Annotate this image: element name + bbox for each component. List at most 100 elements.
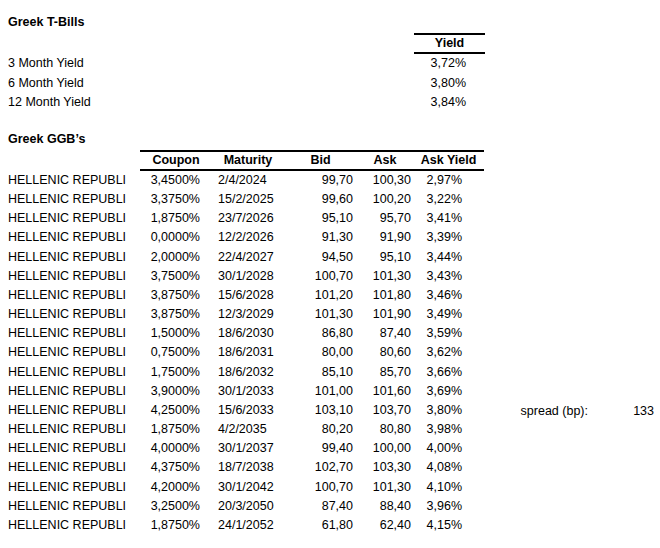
ggb-table: Coupon Maturity Bid Ask Ask Yield HELLEN… <box>0 150 484 535</box>
table-row: HELLENIC REPUBLI 4,2500% 15/6/2033 103,1… <box>0 401 484 420</box>
table-row: HELLENIC REPUBLI 4,2000% 30/1/2042 100,7… <box>0 478 484 497</box>
cell-bid: 80,20 <box>284 420 357 439</box>
ggb-table-header: Coupon Maturity Bid Ask Ask Yield <box>0 150 484 171</box>
cell-bid: 61,80 <box>284 516 357 535</box>
cell-coupon: 4,3750% <box>140 458 212 477</box>
spread-label: spread (bp): <box>470 402 588 421</box>
cell-ask: 101,60 <box>357 382 413 401</box>
cell-coupon: 3,7500% <box>140 267 212 286</box>
yield-column-header: Yield <box>414 33 485 54</box>
cell-issuer: HELLENIC REPUBLI <box>0 286 140 305</box>
table-row: HELLENIC REPUBLI 1,5000% 18/6/2030 86,80… <box>0 324 484 343</box>
cell-issuer: HELLENIC REPUBLI <box>0 171 140 190</box>
cell-maturity: 15/6/2028 <box>212 286 284 305</box>
cell-maturity: 4/2/2035 <box>212 420 284 439</box>
table-row: HELLENIC REPUBLI 1,8750% 24/1/2052 61,80… <box>0 516 484 535</box>
cell-ask-yield: 4,10% <box>413 478 484 497</box>
cell-bid: 86,80 <box>284 324 357 343</box>
cell-coupon: 1,7500% <box>140 363 212 382</box>
table-row: HELLENIC REPUBLI 3,8750% 12/3/2029 101,3… <box>0 305 484 324</box>
cell-coupon: 3,4500% <box>140 171 212 190</box>
tbill-row: 12 Month Yield 3,84% <box>0 93 485 113</box>
cell-coupon: 3,8750% <box>140 286 212 305</box>
tbill-row: 3 Month Yield 3,72% <box>0 54 485 74</box>
cell-ask-yield: 3,49% <box>413 305 484 324</box>
ggb-column-headers: Coupon Maturity Bid Ask Ask Yield <box>140 150 484 171</box>
cell-ask-yield: 3,96% <box>413 497 484 516</box>
cell-ask: 80,60 <box>357 343 413 362</box>
tbill-label: 6 Month Yield <box>0 74 414 94</box>
cell-ask: 101,90 <box>357 305 413 324</box>
table-row: HELLENIC REPUBLI 4,0000% 30/1/2037 99,40… <box>0 439 484 458</box>
cell-maturity: 30/1/2033 <box>212 382 284 401</box>
cell-ask: 62,40 <box>357 516 413 535</box>
cell-bid: 102,70 <box>284 458 357 477</box>
cell-ask: 101,30 <box>357 267 413 286</box>
cell-issuer: HELLENIC REPUBLI <box>0 420 140 439</box>
table-row: HELLENIC REPUBLI 0,7500% 18/6/2031 80,00… <box>0 343 484 362</box>
cell-ask: 88,40 <box>357 497 413 516</box>
spreadsheet-view: Greek T-Bills Yield 3 Month Yield 3,72% … <box>0 0 660 548</box>
cell-issuer: HELLENIC REPUBLI <box>0 497 140 516</box>
cell-ask-yield: 3,59% <box>413 324 484 343</box>
cell-ask: 103,30 <box>357 458 413 477</box>
cell-ask-yield: 3,22% <box>413 190 484 209</box>
column-header-ask-yield: Ask Yield <box>413 152 484 169</box>
tbills-rows: 3 Month Yield 3,72% 6 Month Yield 3,80% … <box>0 54 485 113</box>
table-row: HELLENIC REPUBLI 3,9000% 30/1/2033 101,0… <box>0 382 484 401</box>
cell-issuer: HELLENIC REPUBLI <box>0 267 140 286</box>
cell-maturity: 22/4/2027 <box>212 248 284 267</box>
cell-maturity: 30/1/2037 <box>212 439 284 458</box>
cell-issuer: HELLENIC REPUBLI <box>0 324 140 343</box>
cell-issuer: HELLENIC REPUBLI <box>0 343 140 362</box>
table-row: HELLENIC REPUBLI 4,3750% 18/7/2038 102,7… <box>0 458 484 477</box>
cell-ask: 80,80 <box>357 420 413 439</box>
cell-maturity: 18/6/2030 <box>212 324 284 343</box>
cell-bid: 85,10 <box>284 363 357 382</box>
cell-maturity: 30/1/2042 <box>212 478 284 497</box>
cell-issuer: HELLENIC REPUBLI <box>0 516 140 535</box>
cell-issuer: HELLENIC REPUBLI <box>0 363 140 382</box>
cell-ask: 100,20 <box>357 190 413 209</box>
cell-issuer: HELLENIC REPUBLI <box>0 439 140 458</box>
cell-issuer: HELLENIC REPUBLI <box>0 478 140 497</box>
column-header-ask: Ask <box>357 152 413 169</box>
cell-bid: 91,30 <box>284 228 357 247</box>
cell-issuer: HELLENIC REPUBLI <box>0 401 140 420</box>
cell-ask: 103,70 <box>357 401 413 420</box>
cell-coupon: 4,2000% <box>140 478 212 497</box>
cell-coupon: 4,0000% <box>140 439 212 458</box>
cell-ask-yield: 3,66% <box>413 363 484 382</box>
cell-coupon: 3,9000% <box>140 382 212 401</box>
cell-ask: 101,80 <box>357 286 413 305</box>
cell-maturity: 15/6/2033 <box>212 401 284 420</box>
cell-ask: 95,10 <box>357 248 413 267</box>
cell-coupon: 1,8750% <box>140 420 212 439</box>
cell-issuer: HELLENIC REPUBLI <box>0 209 140 228</box>
cell-maturity: 20/3/2050 <box>212 497 284 516</box>
tbill-value: 3,84% <box>414 93 485 113</box>
cell-ask: 91,90 <box>357 228 413 247</box>
tbills-section-title: Greek T-Bills <box>8 15 84 29</box>
table-row: HELLENIC REPUBLI 3,3750% 15/2/2025 99,60… <box>0 190 484 209</box>
cell-maturity: 18/6/2031 <box>212 343 284 362</box>
tbill-value: 3,72% <box>414 54 485 74</box>
cell-issuer: HELLENIC REPUBLI <box>0 248 140 267</box>
cell-maturity: 12/3/2029 <box>212 305 284 324</box>
cell-ask: 100,30 <box>357 171 413 190</box>
spread-value: 133 <box>588 402 656 421</box>
cell-ask-yield: 3,69% <box>413 382 484 401</box>
cell-issuer: HELLENIC REPUBLI <box>0 228 140 247</box>
cell-bid: 87,40 <box>284 497 357 516</box>
cell-coupon: 2,0000% <box>140 248 212 267</box>
cell-coupon: 0,0000% <box>140 228 212 247</box>
table-row: HELLENIC REPUBLI 1,7500% 18/6/2032 85,10… <box>0 363 484 382</box>
cell-bid: 101,30 <box>284 305 357 324</box>
cell-ask-yield: 3,98% <box>413 420 484 439</box>
ggbs-section-title: Greek GGB’s <box>8 132 85 146</box>
column-header-maturity: Maturity <box>212 152 284 169</box>
cell-ask-yield: 3,44% <box>413 248 484 267</box>
tbill-label: 3 Month Yield <box>0 54 414 74</box>
tbill-row: 6 Month Yield 3,80% <box>0 74 485 94</box>
table-row: HELLENIC REPUBLI 1,8750% 4/2/2035 80,20 … <box>0 420 484 439</box>
